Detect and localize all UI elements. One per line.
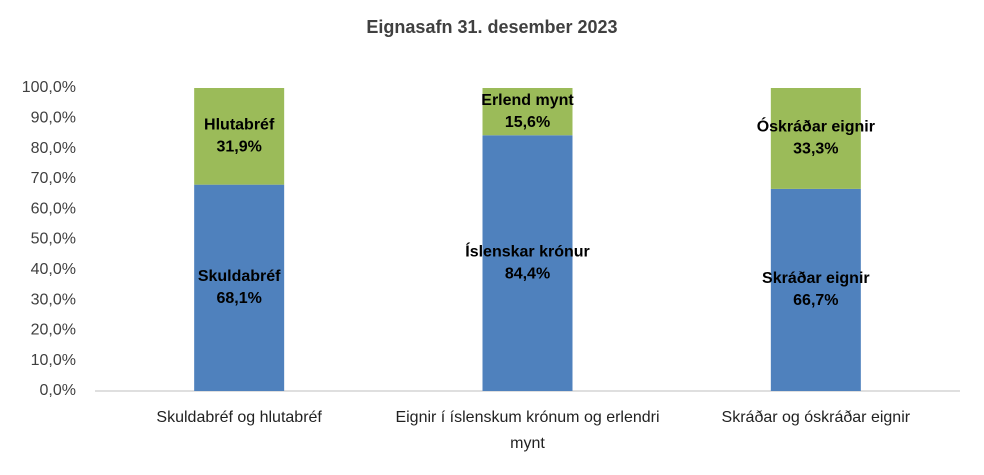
y-tick-label: 100,0%	[22, 79, 76, 96]
bar-segment	[770, 88, 861, 189]
data-label: 84,4%	[505, 265, 550, 282]
data-label: 68,1%	[216, 290, 261, 307]
y-tick-label: 80,0%	[31, 140, 76, 157]
segment-label: Skráðar eignir	[762, 270, 870, 287]
bar-segment	[770, 188, 861, 391]
bar-segment	[194, 184, 285, 391]
y-tick-label: 30,0%	[31, 291, 76, 308]
y-tick-label: 0,0%	[40, 382, 76, 399]
y-tick-label: 90,0%	[31, 110, 76, 127]
y-tick-label: 50,0%	[31, 231, 76, 248]
bar-segment	[482, 135, 573, 391]
bar-segment	[194, 88, 285, 185]
x-tick-label: Skráðar og óskráðar eignir	[721, 409, 911, 426]
y-tick-label: 70,0%	[31, 170, 76, 187]
data-label: 66,7%	[793, 292, 838, 309]
y-tick-label: 10,0%	[31, 352, 76, 369]
data-label: 15,6%	[505, 114, 550, 131]
data-label: 33,3%	[793, 141, 838, 158]
x-tick-label: Eignir í íslenskum krónum og erlendri my…	[395, 409, 660, 452]
data-label: 31,9%	[216, 139, 261, 156]
chart-title: Eignasafn 31. desember 2023	[366, 17, 617, 37]
segment-label: Hlutabréf	[204, 117, 275, 134]
segment-label: Skuldabréf	[198, 268, 281, 285]
segment-label: Óskráðar eignir	[757, 117, 875, 136]
segment-label: Erlend mynt	[481, 92, 574, 109]
y-tick-label: 60,0%	[31, 200, 76, 217]
y-tick-label: 40,0%	[31, 261, 76, 278]
x-tick-label: Skuldabréf og hlutabréf	[156, 409, 322, 426]
bar-segment	[482, 88, 573, 136]
segment-label: Íslenskar krónur	[465, 241, 590, 260]
y-tick-label: 20,0%	[31, 322, 76, 339]
